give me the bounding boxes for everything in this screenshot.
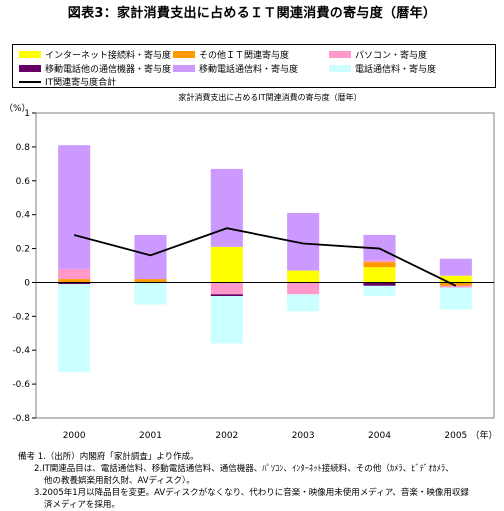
y-tick-label: 0 xyxy=(24,278,30,288)
figure-title: 図表3：家計消費支出に占めるＩＴ関連消費の寄与度（暦年） xyxy=(67,6,437,21)
legend-item-total: IT関連寄与度合計 xyxy=(19,75,116,88)
legend-item-mobile-fee: 移動電話通信料・寄与度 xyxy=(173,62,298,75)
legend: インターネット接続料・寄与度 その他ＩＴ関連寄与度 パソコン・寄与度 移動電話他… xyxy=(12,44,496,88)
note-3-cont: 済メディアを採用。 xyxy=(44,500,120,510)
chart-area: 1 0.8 0.6 0.4 0.2 0 -0.2 -0.4 -0.6 -0.8 （%） 2000 200… xyxy=(4,103,498,441)
bar-segment xyxy=(363,262,396,268)
bar-segment xyxy=(287,282,320,295)
x-tick-label: 2000 xyxy=(63,431,86,441)
bar-segment xyxy=(363,285,396,296)
legend-label-mobile-device: 移動電話他の通信機器・寄与度 xyxy=(45,65,172,75)
legend-label-mobile-fee: 移動電話通信料・寄与度 xyxy=(199,65,299,75)
y-tick-label: -0.8 xyxy=(12,414,30,424)
bar-segment xyxy=(58,284,91,373)
y-tick-label: 0.2 xyxy=(16,245,30,255)
bar-segment xyxy=(439,287,472,310)
note-2-cont: 他の教養娯楽用耐久財、AVディスク）。 xyxy=(44,476,195,486)
x-tick-label: 2001 xyxy=(139,431,162,441)
bar-segment xyxy=(439,282,472,286)
bar-segment xyxy=(210,296,243,344)
legend-item-internet: インターネット接続料・寄与度 xyxy=(19,48,171,61)
y-unit-label: （%） xyxy=(4,103,31,114)
legend-swatch-mobile-fee xyxy=(173,65,195,72)
legend-label-internet: インターネット接続料・寄与度 xyxy=(45,51,172,61)
bar-segment xyxy=(210,246,243,283)
bar-segment xyxy=(134,235,167,280)
x-tick-label: 2005 xyxy=(444,431,467,441)
legend-swatch-internet xyxy=(19,51,41,58)
bar-segment xyxy=(58,268,91,280)
y-tick-label: -0.6 xyxy=(12,380,30,390)
legend-line-total xyxy=(19,80,41,83)
legend-swatch-mobile-device xyxy=(19,65,41,72)
y-tick-label: 0.6 xyxy=(16,177,31,187)
x-tick-label: 2004 xyxy=(368,431,391,441)
y-tick-label: -0.2 xyxy=(12,312,30,322)
bar-segment xyxy=(439,258,472,276)
legend-label-phone-fee: 電話通信料・寄与度 xyxy=(355,65,437,75)
bar-segment xyxy=(363,267,396,283)
total-line xyxy=(73,227,457,287)
legend-label-other-it: その他ＩＴ関連寄与度 xyxy=(199,51,290,61)
bar-segment xyxy=(287,294,320,312)
note-3: 3.2005年1月以降品目を変更。AVディスクがなくなり、代わりに音楽・映像用未… xyxy=(34,488,469,498)
legend-swatch-pc xyxy=(329,51,351,58)
bar-segment xyxy=(134,279,167,283)
bar-segment xyxy=(439,285,472,288)
x-unit-label: （年） xyxy=(470,429,497,441)
legend-label-pc: パソコン・寄与度 xyxy=(355,51,428,61)
bar-segment xyxy=(439,275,472,283)
bar-segment xyxy=(363,260,396,263)
legend-label-total: IT関連寄与度合計 xyxy=(45,78,117,88)
x-tick-label: 2003 xyxy=(292,431,315,441)
bar-segment xyxy=(58,279,91,283)
y-tick-label: -0.4 xyxy=(12,346,30,356)
bar-segment xyxy=(210,168,243,247)
bar-segment xyxy=(363,282,396,286)
y-tick-label: 0.4 xyxy=(16,211,31,221)
legend-swatch-phone-fee xyxy=(329,65,351,72)
x-tick-label: 2002 xyxy=(215,431,238,441)
bar-segment xyxy=(58,282,91,285)
bar-segment xyxy=(210,294,243,296)
bar-segment xyxy=(134,282,167,305)
bar-segment xyxy=(210,282,243,295)
legend-item-phone-fee: 電話通信料・寄与度 xyxy=(329,62,436,75)
chart-subtitle: 家計消費支出に占めるIT関連消費の寄与度（暦年） xyxy=(178,93,362,102)
note-2: 2.IT関連品目は、電話通信料、移動電話通信料、通信機器、ﾊﾟｿｺﾝ、ｲﾝﾀｰﾈ… xyxy=(34,464,454,474)
note-1: 備考 1.（出所）内閣府「家計調査」より作成。 xyxy=(18,452,199,462)
legend-item-mobile-device: 移動電話他の通信機器・寄与度 xyxy=(19,62,171,75)
legend-swatch-other-it xyxy=(173,51,195,58)
plot-frame xyxy=(35,112,495,419)
legend-item-other-it: その他ＩＴ関連寄与度 xyxy=(173,48,289,61)
legend-item-pc: パソコン・寄与度 xyxy=(329,48,427,61)
bar-segment xyxy=(287,270,320,283)
notes: 備考 1.（出所）内閣府「家計調査」より作成。 2.IT関連品目は、電話通信料、… xyxy=(18,451,469,511)
y-tick-label: 0.8 xyxy=(16,143,31,153)
bar-segment xyxy=(58,145,91,269)
y-tick-label: 1 xyxy=(24,109,30,119)
